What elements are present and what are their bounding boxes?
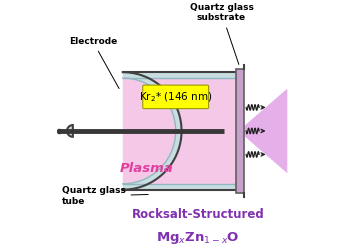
- Text: Rocksalt-Structured: Rocksalt-Structured: [132, 208, 265, 222]
- Text: Kr$_2$* (146 nm): Kr$_2$* (146 nm): [139, 90, 213, 104]
- Text: Mg$_x$Zn$_{1-x}$O: Mg$_x$Zn$_{1-x}$O: [156, 230, 240, 246]
- FancyBboxPatch shape: [143, 85, 209, 108]
- Polygon shape: [123, 184, 236, 190]
- Polygon shape: [123, 72, 181, 190]
- Text: Quartz glass
substrate: Quartz glass substrate: [190, 3, 253, 64]
- Text: Plasma: Plasma: [119, 162, 173, 175]
- Polygon shape: [67, 125, 73, 137]
- Polygon shape: [244, 89, 287, 173]
- Text: Electrode: Electrode: [69, 37, 119, 88]
- Polygon shape: [236, 69, 244, 192]
- Polygon shape: [123, 72, 236, 78]
- Polygon shape: [123, 78, 236, 184]
- Text: Quartz glass
tube: Quartz glass tube: [62, 186, 148, 206]
- Polygon shape: [123, 78, 176, 184]
